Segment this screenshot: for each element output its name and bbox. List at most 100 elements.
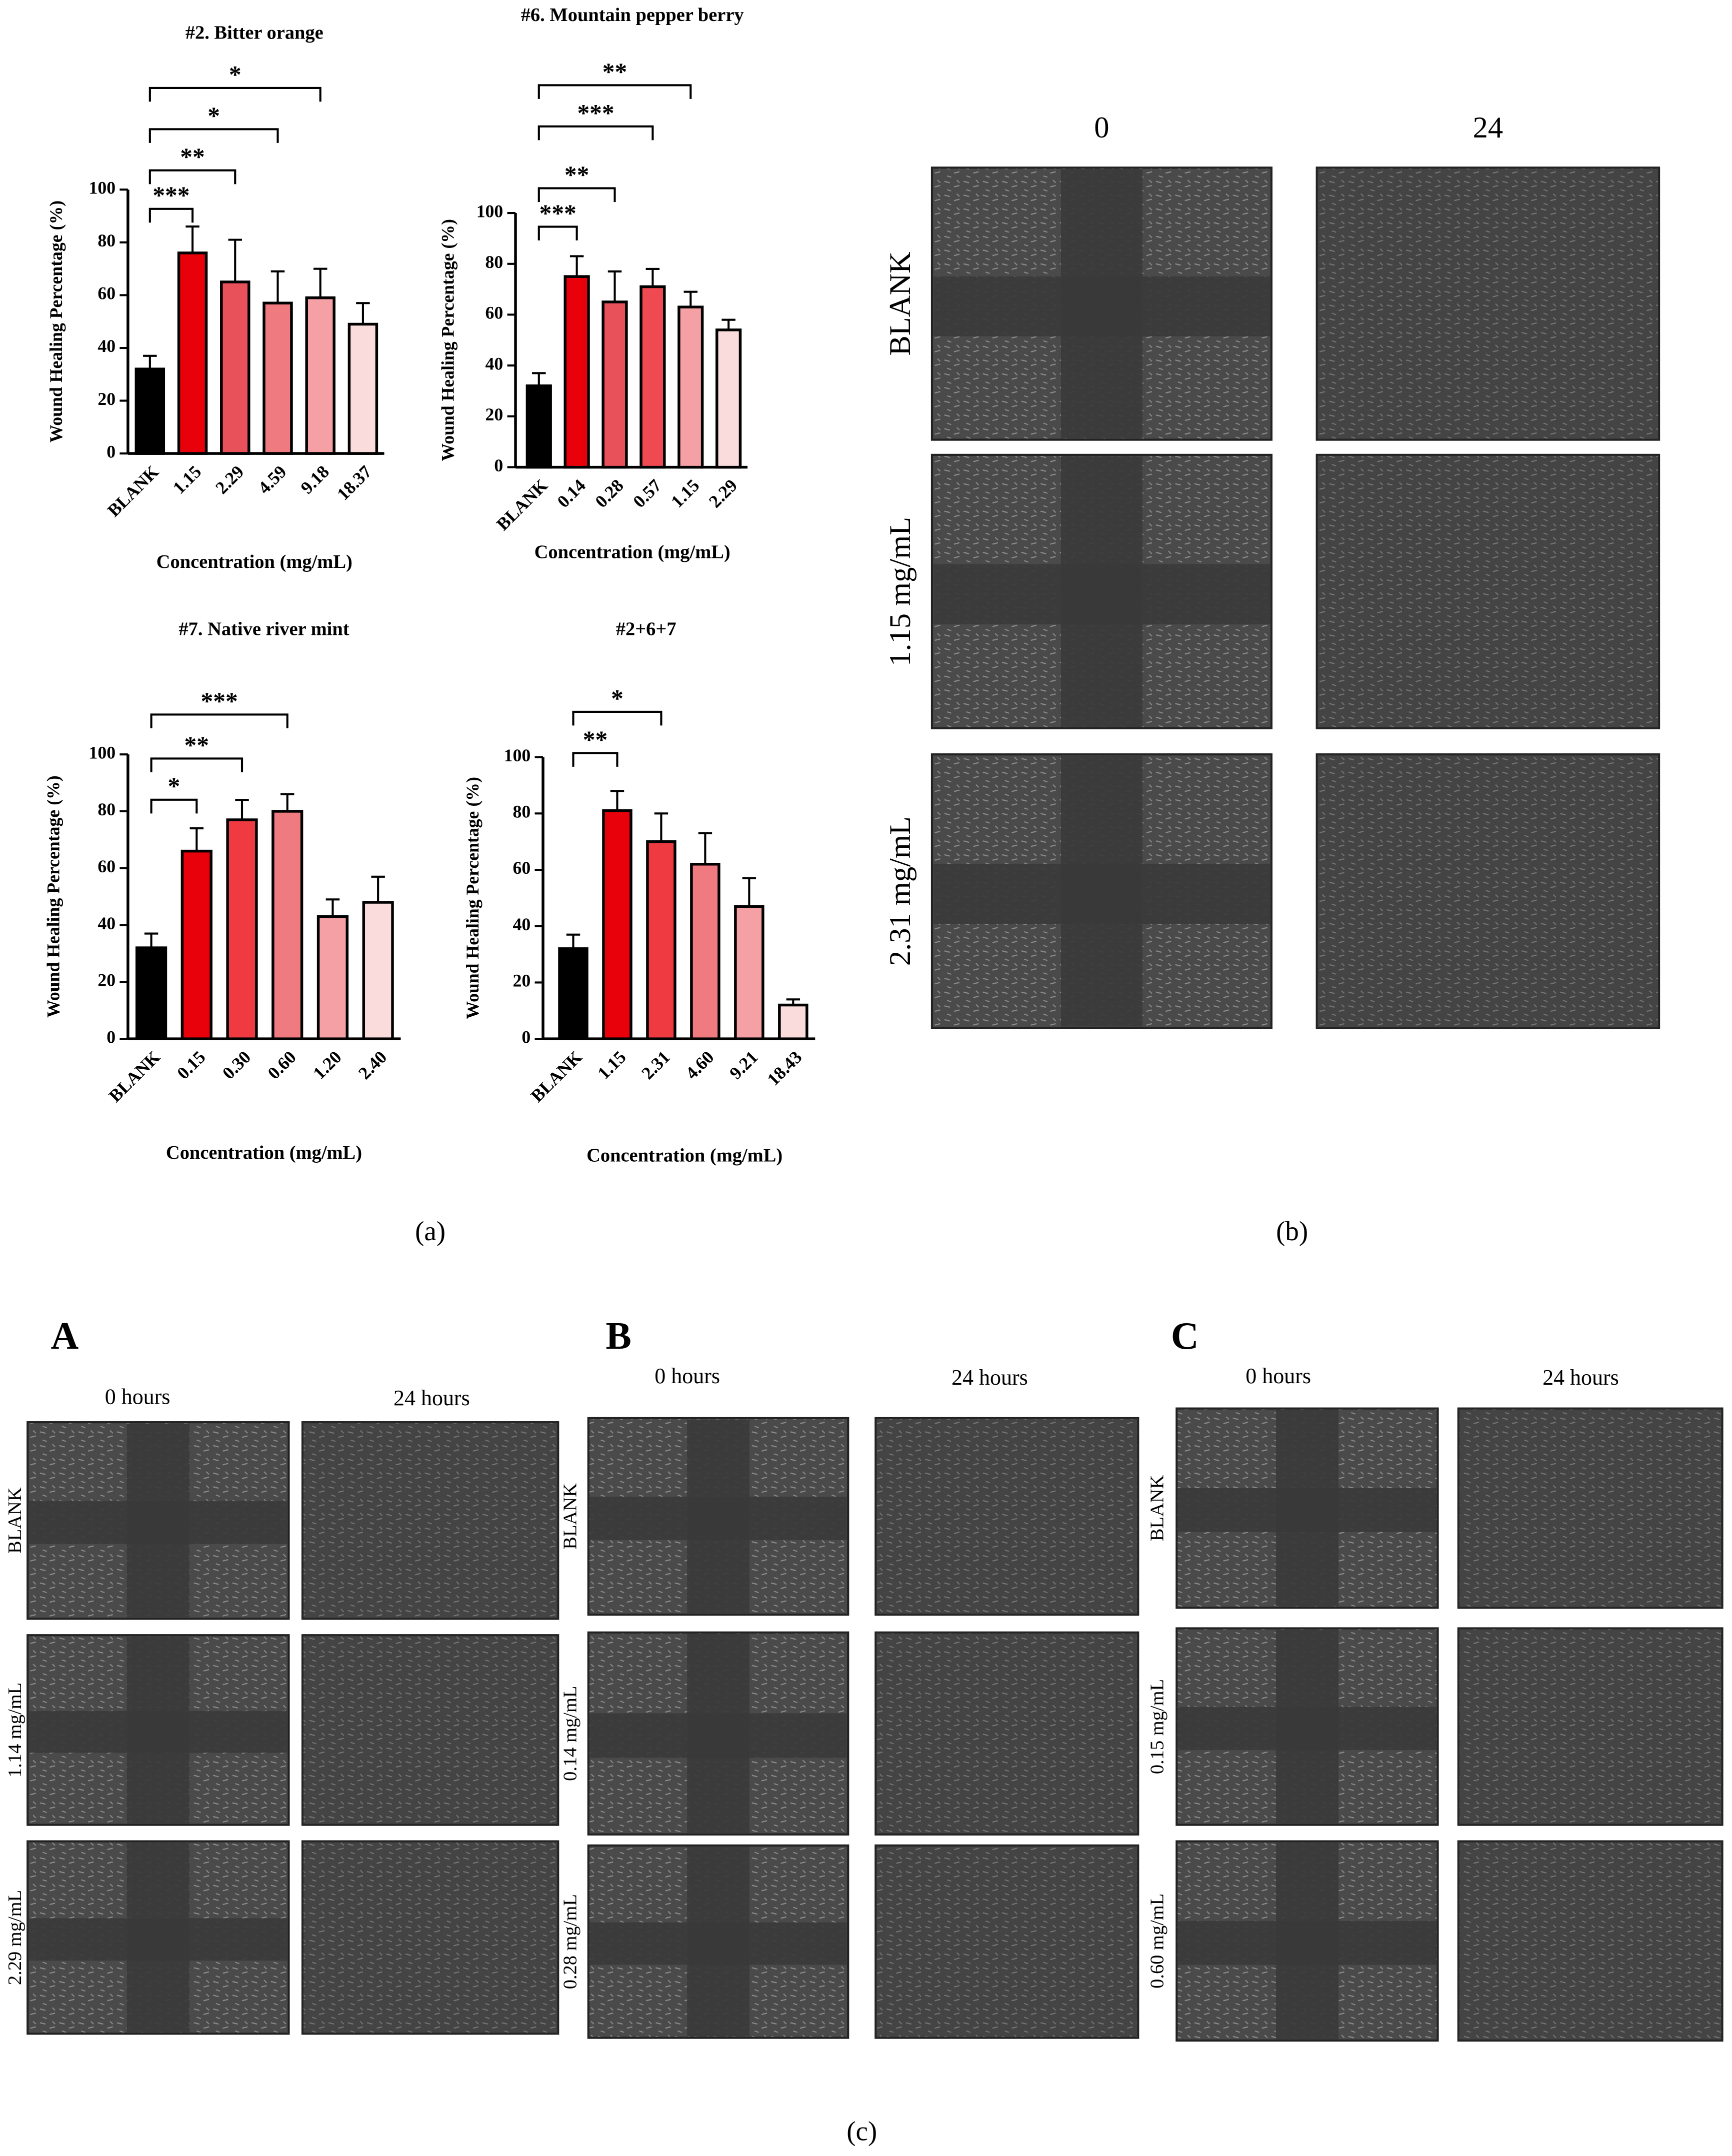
- x-tick-label: 18.43: [763, 1047, 806, 1089]
- bar: [180, 849, 212, 1040]
- significance-label: ***: [201, 687, 238, 715]
- panel-label: A: [51, 1314, 79, 1357]
- scratch: [590, 1713, 847, 1758]
- bar: [564, 275, 590, 469]
- x-tick-label: 18.37: [333, 461, 376, 504]
- scratch: [1178, 1921, 1436, 1965]
- y-tick-label: 40: [98, 336, 116, 356]
- x-tick-label: 2.29: [705, 475, 741, 511]
- x-tick-label: 9.21: [726, 1047, 762, 1083]
- micrograph: [1457, 1840, 1724, 2042]
- chart-title: #2+6+7: [616, 619, 676, 640]
- scratch: [590, 1497, 847, 1540]
- bar: [362, 901, 394, 1040]
- x-tick-label: 0.14: [553, 475, 590, 512]
- x-axis-label: Concentration (mg/mL): [586, 1145, 782, 1166]
- significance-label: **: [180, 143, 204, 170]
- closure: [876, 1845, 1138, 2038]
- significance-bracket: [148, 207, 194, 223]
- caption: (b): [1276, 1216, 1308, 1246]
- bar: [316, 915, 349, 1040]
- closure: [1316, 454, 1660, 728]
- column-header: 0 hours: [105, 1384, 170, 1409]
- caption: (c): [846, 2116, 877, 2147]
- x-tick-label: BLANK: [104, 461, 162, 520]
- closure: [876, 1418, 1138, 1615]
- closure: [302, 1635, 558, 1825]
- significance-label: **: [184, 731, 209, 759]
- y-tick-label: 60: [98, 856, 116, 876]
- x-tick-label: 0.60: [264, 1047, 300, 1083]
- closure: [302, 1841, 558, 2034]
- significance-bracket: [148, 86, 322, 102]
- micrograph: [874, 1844, 1140, 2039]
- scratch: [933, 564, 1270, 625]
- significance-label: **: [583, 726, 608, 753]
- bar: [272, 810, 304, 1040]
- significance-bracket: [150, 798, 198, 814]
- row-label: 0.15 mg/mL: [1146, 1679, 1168, 1774]
- scratch: [933, 276, 1270, 336]
- micrograph: [1316, 753, 1660, 1029]
- significance-label: *: [168, 772, 180, 800]
- bar: [640, 285, 666, 469]
- significance-label: ***: [540, 199, 576, 227]
- y-tick-label: 20: [513, 971, 531, 991]
- closure: [1316, 167, 1660, 440]
- bar: [134, 367, 166, 455]
- y-tick-label: 20: [98, 970, 116, 990]
- x-axis-label: Concentration (mg/mL): [166, 1142, 362, 1163]
- y-tick-label: 80: [486, 252, 504, 272]
- significance-bracket: [538, 187, 616, 202]
- significance-bracket: [148, 169, 236, 184]
- scratch: [28, 1918, 288, 1961]
- significance-bracket: [572, 710, 662, 726]
- significance-bracket: [538, 84, 692, 99]
- x-tick-label: 0.57: [629, 475, 665, 511]
- y-tick-label: 60: [513, 858, 531, 878]
- x-tick-label: BLANK: [105, 1047, 164, 1106]
- scratch: [28, 1501, 288, 1544]
- row-label: 0.14 mg/mL: [560, 1686, 581, 1781]
- y-tick-label: 0: [522, 1027, 530, 1047]
- micrograph: [301, 1634, 560, 1826]
- significance-label: *: [229, 60, 242, 88]
- bar: [646, 840, 676, 1040]
- row-label: 0.28 mg/mL: [560, 1894, 581, 1989]
- significance-bracket: [538, 125, 654, 140]
- bar: [778, 1003, 808, 1040]
- bar: [715, 328, 742, 469]
- x-axis-label: Concentration (mg/mL): [534, 542, 730, 563]
- y-axis-label: Wound Healing Percentage (%): [438, 219, 458, 461]
- significance-bracket: [538, 225, 578, 241]
- micrograph: [1457, 1407, 1724, 1609]
- y-tick-label: 80: [513, 802, 531, 822]
- x-tick-label: 4.60: [682, 1047, 718, 1083]
- chart-title: #2. Bitter orange: [186, 22, 324, 43]
- column-header: 24: [1473, 111, 1503, 144]
- micrograph: [1316, 453, 1660, 729]
- x-tick-label: 9.18: [296, 461, 332, 497]
- y-tick-label: 20: [98, 389, 116, 409]
- closure: [1316, 754, 1660, 1028]
- significance-bracket: [572, 752, 618, 767]
- y-tick-label: 40: [486, 353, 504, 373]
- y-tick-label: 60: [98, 283, 116, 303]
- scratch: [1178, 1488, 1436, 1532]
- row-label: 2.31 mg/mL: [884, 816, 917, 966]
- bar: [558, 947, 588, 1040]
- y-axis-label: Wound Healing Percentage (%): [46, 200, 66, 443]
- y-tick-label: 40: [513, 914, 531, 934]
- scratch: [590, 1922, 847, 1965]
- significance-label: *: [208, 102, 220, 129]
- column-header: 0 hours: [654, 1364, 720, 1388]
- significance-label: ***: [152, 181, 190, 209]
- bar: [678, 305, 704, 469]
- row-label: BLANK: [4, 1487, 26, 1554]
- y-tick-label: 100: [89, 742, 116, 762]
- x-tick-label: 1.15: [667, 475, 703, 511]
- y-tick-label: 0: [106, 1027, 116, 1047]
- x-tick-label: 0.15: [173, 1047, 209, 1083]
- x-tick-label: 2.40: [354, 1047, 390, 1083]
